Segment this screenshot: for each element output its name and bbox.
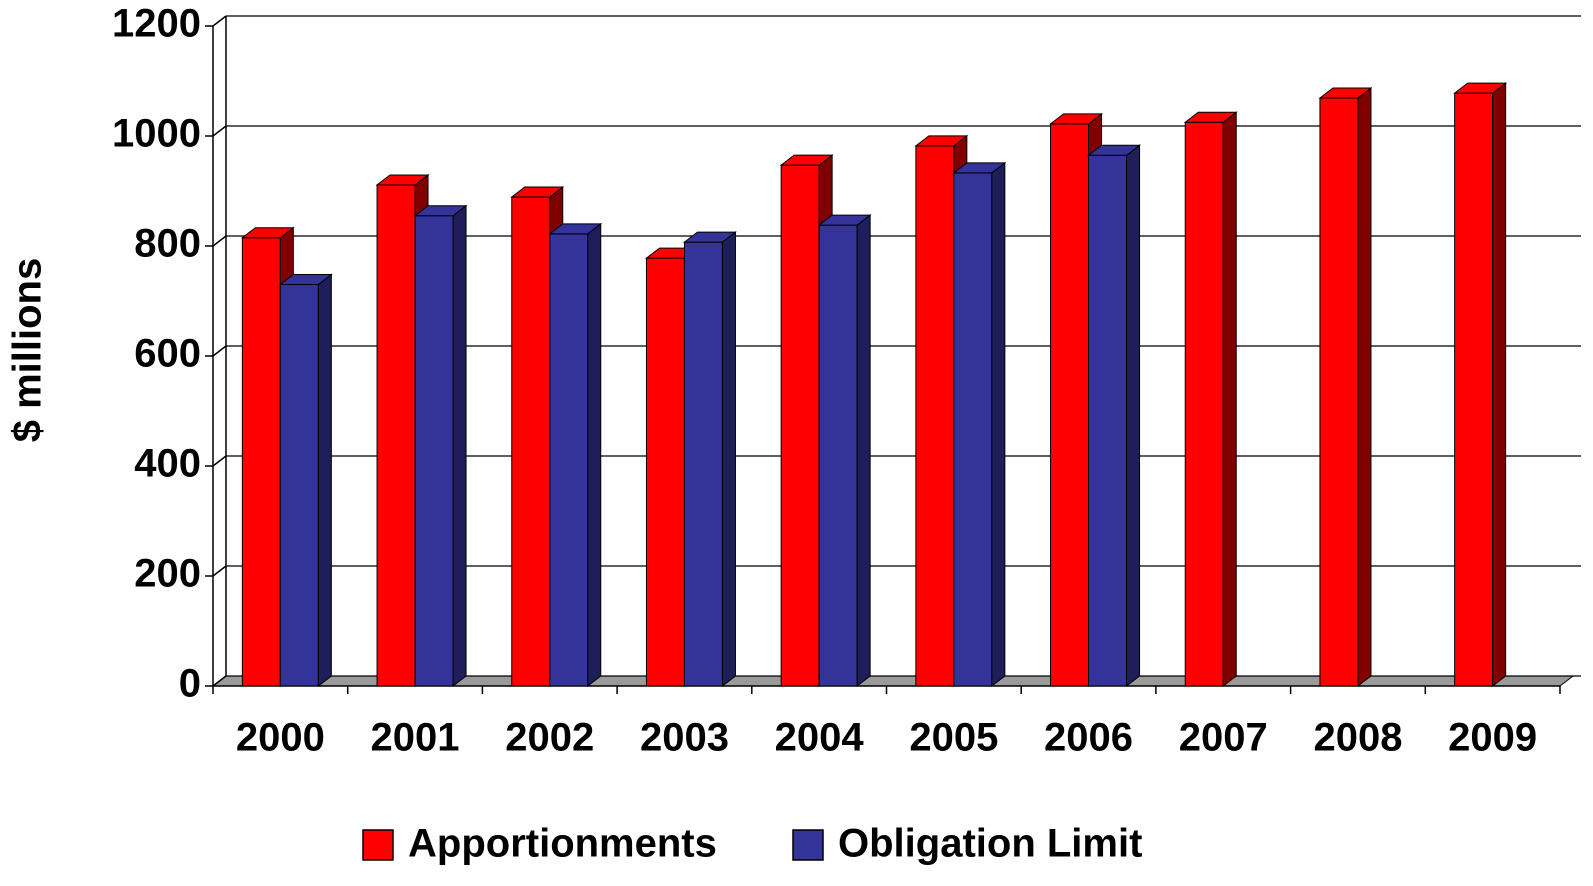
bar-front xyxy=(780,164,820,687)
bar-side xyxy=(1222,111,1237,688)
bar xyxy=(413,204,468,688)
bar-front xyxy=(818,224,858,687)
x-tick-label: 2009 xyxy=(1448,716,1537,760)
bar-side xyxy=(452,204,467,688)
bar xyxy=(817,214,872,688)
bar xyxy=(682,231,737,688)
bar-top xyxy=(510,186,565,198)
bar-side xyxy=(1357,87,1372,688)
x-tick-label: 2007 xyxy=(1179,716,1268,760)
x-tick-label: 2002 xyxy=(505,716,594,760)
y-tick-diag xyxy=(212,125,227,137)
bar-front xyxy=(645,257,685,687)
bar-front xyxy=(414,215,454,687)
bar-front xyxy=(1184,121,1224,687)
y-tick-diag xyxy=(212,235,227,247)
bar-top xyxy=(413,205,468,217)
bar-front xyxy=(279,284,319,687)
bar-front xyxy=(376,184,416,687)
x-tick-label: 2003 xyxy=(640,716,729,760)
bar-front xyxy=(241,237,281,687)
y-tick-label: 200 xyxy=(134,552,201,596)
bar-top xyxy=(1318,87,1373,99)
bar xyxy=(1453,82,1508,688)
y-tick-diag xyxy=(212,675,227,687)
y-tick-label: 1200 xyxy=(112,2,201,46)
bar-top xyxy=(548,223,603,235)
bar-front xyxy=(915,145,955,687)
y-tick-diag xyxy=(212,565,227,577)
legend-label: Obligation Limit xyxy=(838,822,1142,866)
bar xyxy=(1183,111,1238,688)
bar-top xyxy=(1049,113,1104,125)
bar-front xyxy=(549,233,589,687)
bar-front xyxy=(1454,92,1494,687)
x-tick-label: 2000 xyxy=(236,716,325,760)
x-tick-label: 2006 xyxy=(1044,716,1133,760)
bar-front xyxy=(1050,123,1090,687)
y-axis-label: $ millions xyxy=(6,258,50,443)
x-tick-label: 2005 xyxy=(909,716,998,760)
y-tick-diag xyxy=(212,15,227,27)
bar-front xyxy=(953,172,993,687)
bar xyxy=(952,161,1007,688)
bar-top xyxy=(914,135,969,147)
y-tick-label: 600 xyxy=(134,332,201,376)
bar-side xyxy=(991,161,1006,688)
y-tick-diag xyxy=(212,455,227,467)
y-tick-label: 1000 xyxy=(112,112,201,156)
bar-top xyxy=(952,162,1007,174)
bar xyxy=(278,273,333,688)
bar-top xyxy=(1087,144,1142,156)
bar-side xyxy=(1492,82,1507,688)
bar-top xyxy=(1453,82,1508,94)
bar-top xyxy=(278,274,333,285)
bar-front xyxy=(683,241,723,687)
legend-label: Apportionments xyxy=(408,822,717,866)
bar xyxy=(1087,144,1142,688)
x-tick-label: 2001 xyxy=(371,716,460,760)
y-tick-label: 400 xyxy=(134,442,201,486)
bar xyxy=(1318,87,1373,688)
bar-side xyxy=(587,222,602,688)
y-tick-label: 0 xyxy=(179,662,201,706)
bar-side xyxy=(721,231,736,688)
bar-front xyxy=(1319,97,1359,687)
y-tick-diag xyxy=(212,345,227,357)
bar-top xyxy=(682,231,737,243)
bar-top xyxy=(240,227,295,239)
bar-side xyxy=(1126,144,1141,688)
bar-side xyxy=(856,214,871,688)
bar-top xyxy=(1183,111,1238,123)
y-tick-label: 800 xyxy=(134,222,201,266)
bar-front xyxy=(1088,154,1128,687)
bar xyxy=(548,222,603,688)
bar-top xyxy=(779,154,834,166)
bar-top xyxy=(375,174,430,186)
x-tick-label: 2008 xyxy=(1313,716,1402,760)
legend-swatch xyxy=(792,829,824,861)
x-tick-label: 2004 xyxy=(775,716,865,760)
legend-swatch xyxy=(362,829,394,861)
bar-top xyxy=(817,214,872,226)
bar-side xyxy=(317,273,332,688)
bar-front xyxy=(511,196,551,687)
